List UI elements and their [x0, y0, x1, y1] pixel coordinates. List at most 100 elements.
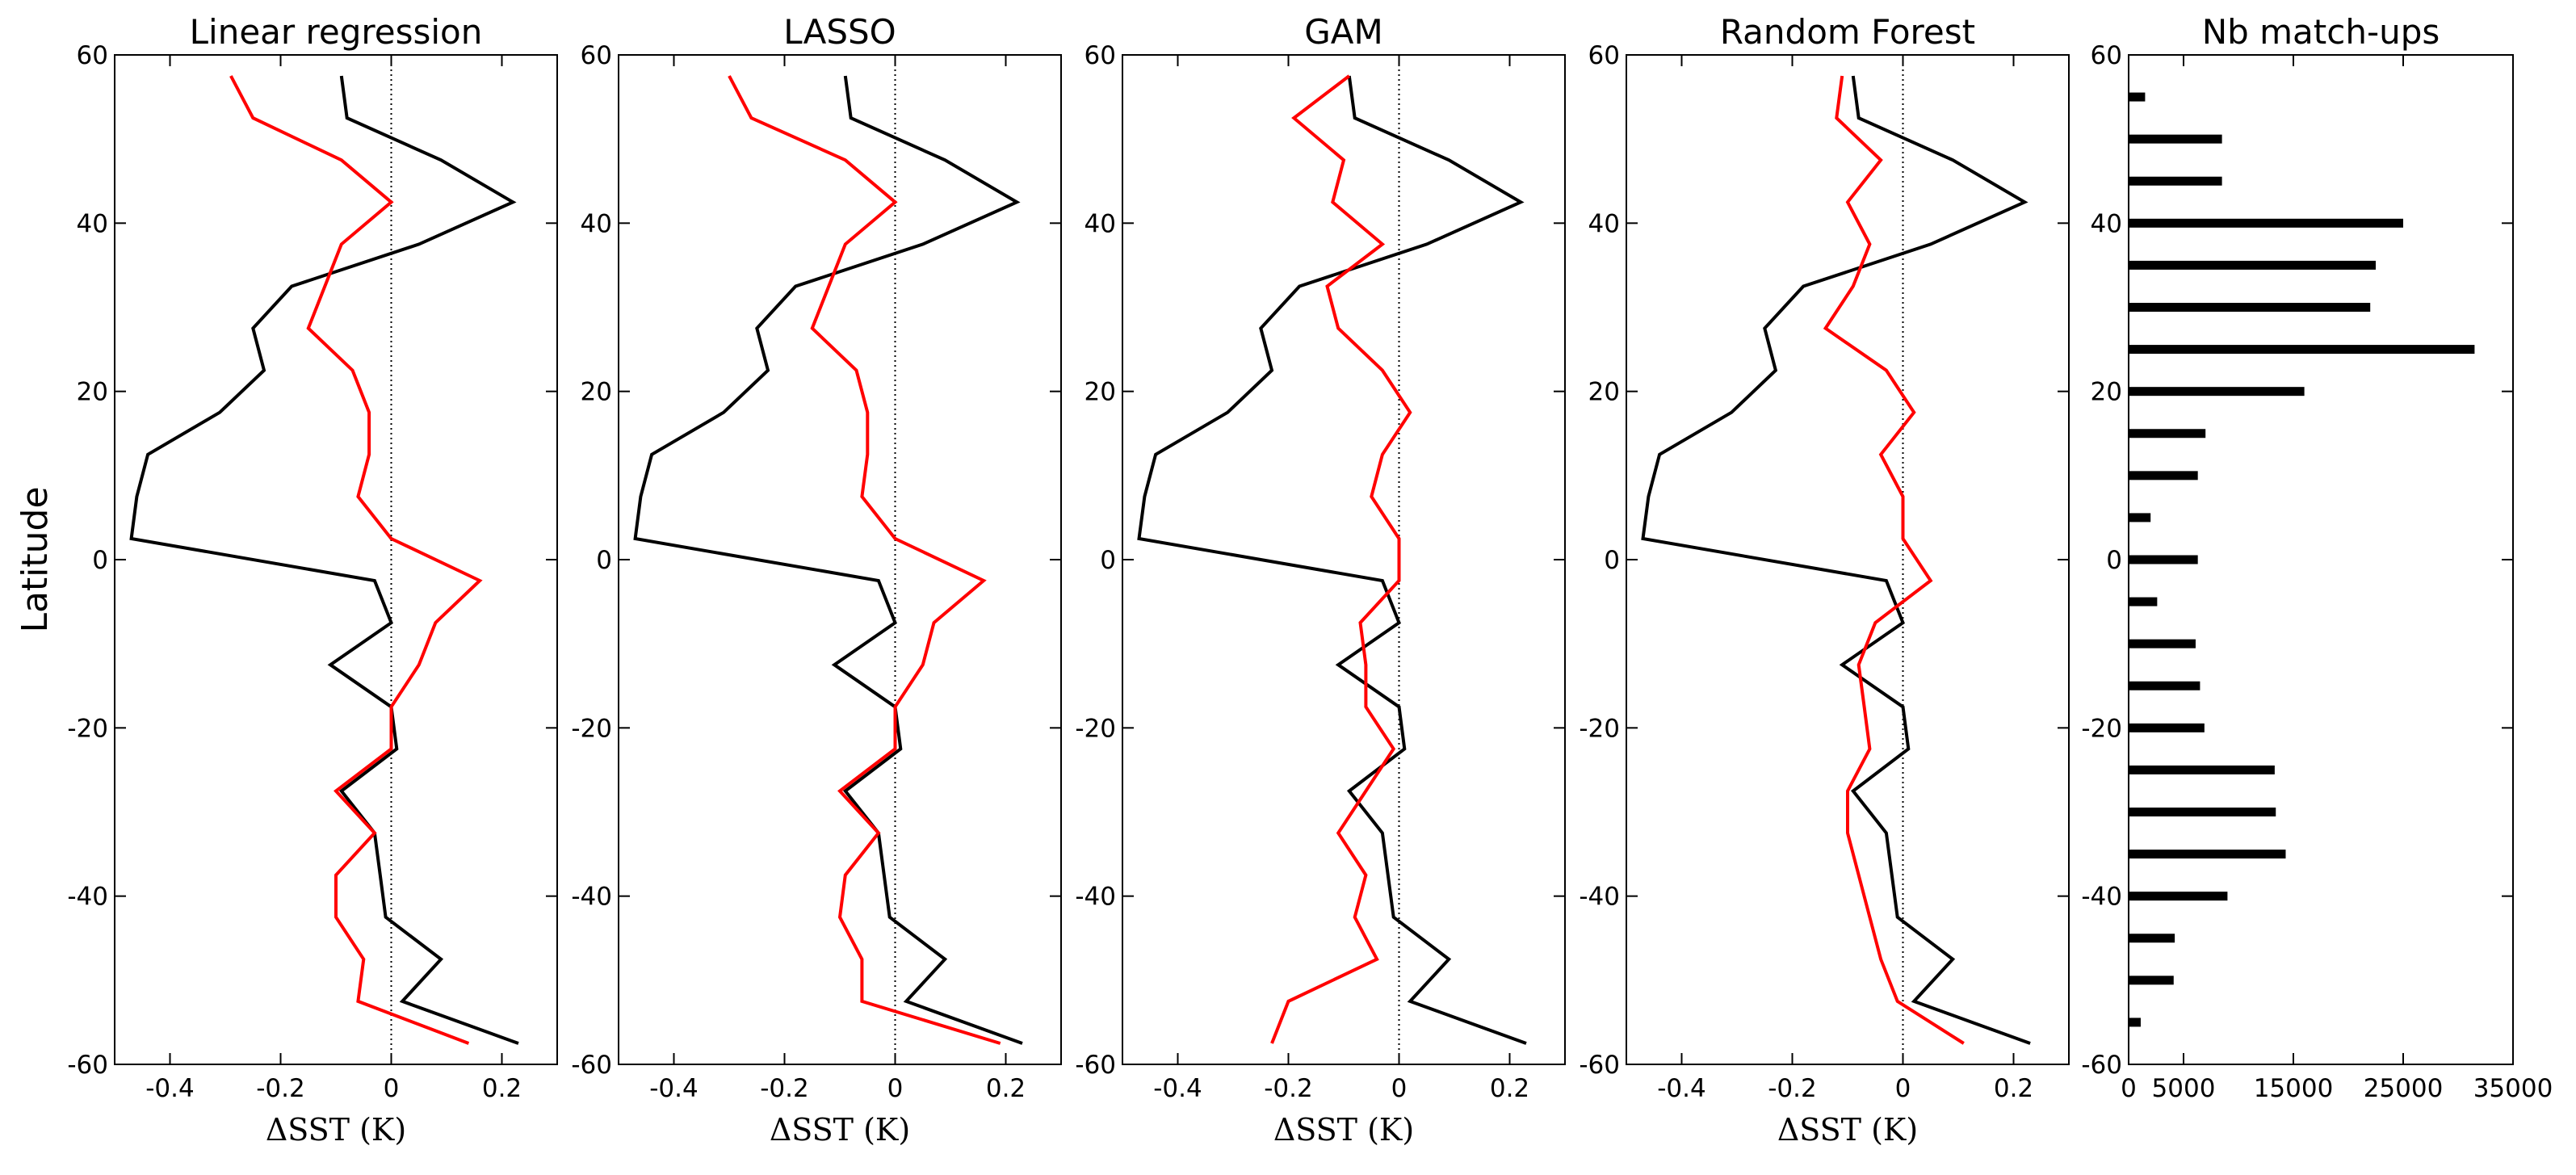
plot-frame — [1122, 54, 1566, 1065]
y-tick-label: -60 — [1075, 1051, 1116, 1080]
y-tick-label: 20 — [1085, 378, 1116, 407]
bar — [2129, 934, 2175, 943]
panel-title: LASSO — [783, 12, 896, 52]
y-tick-label: -20 — [571, 714, 612, 743]
x-tick-label: 0.2 — [1490, 1074, 1529, 1103]
x-tick-label: -0.2 — [760, 1074, 809, 1103]
panel-lasso: LASSO 60 40 20 0 -20 -40 -60 -0.4 -0.2 0 0.2 ΔSST (… — [571, 12, 1062, 1148]
series-line-black — [1641, 75, 2031, 1045]
y-tick-label: 20 — [581, 378, 612, 407]
x-tick-label: 0.2 — [1994, 1074, 2033, 1103]
y-tick-label: 60 — [77, 41, 108, 70]
y-tick-label: 20 — [77, 378, 108, 407]
y-tick-label: 60 — [581, 41, 612, 70]
x-tick-label: -0.2 — [1768, 1074, 1817, 1103]
series-line-red — [1270, 74, 1412, 1044]
bar — [2129, 92, 2146, 102]
bar — [2129, 134, 2222, 144]
bar — [2129, 765, 2275, 774]
bar — [2129, 471, 2198, 480]
bar — [2129, 218, 2403, 228]
y-tick-label: -20 — [2081, 714, 2122, 743]
bar — [2129, 976, 2174, 985]
panel-title: Linear regression — [190, 12, 483, 52]
series-line-red — [728, 75, 1001, 1045]
bar — [2129, 260, 2376, 270]
y-tick-label: 20 — [1588, 378, 1620, 407]
x-tick-label: 35000 — [2473, 1074, 2553, 1103]
panel-title: GAM — [1304, 12, 1383, 52]
x-tick-label: -0.4 — [649, 1074, 699, 1103]
bar — [2129, 1018, 2141, 1027]
x-tick-label: 15000 — [2254, 1074, 2334, 1103]
y-tick-label: 20 — [2091, 378, 2122, 407]
bar — [2129, 429, 2206, 439]
bar — [2129, 513, 2151, 522]
bar — [2129, 808, 2276, 816]
y-tick-label: -20 — [1579, 714, 1620, 743]
x-tick-label: 25000 — [2364, 1074, 2444, 1103]
x-tick-label: 0 — [384, 1074, 400, 1103]
y-tick-label: -60 — [67, 1051, 108, 1080]
panel-random-forest: Random Forest 60 40 20 0 -20 -40 -60 -0.4 -0.2 0 0… — [1579, 12, 2070, 1148]
y-tick-label: -60 — [1579, 1051, 1620, 1080]
series-line-black — [1137, 75, 1527, 1045]
x-tick-label: -0.2 — [256, 1074, 305, 1103]
x-tick-label: 0 — [887, 1074, 904, 1103]
bar — [2129, 639, 2196, 648]
y-tick-label: 0 — [2106, 546, 2122, 575]
bar — [2129, 681, 2201, 690]
plot-frame — [1626, 54, 2070, 1065]
y-tick-label: 0 — [596, 546, 612, 575]
y-tick-label: -40 — [1075, 883, 1116, 912]
plot-frame — [114, 54, 558, 1065]
y-tick-label: 60 — [1588, 41, 1620, 70]
y-tick-label: -60 — [571, 1051, 612, 1080]
y-tick-label: 40 — [1588, 209, 1620, 238]
y-tick-label: 0 — [1100, 546, 1116, 575]
x-axis-label: ΔSST (K) — [1777, 1112, 1918, 1148]
y-tick-label: 40 — [77, 209, 108, 238]
series-line-black — [633, 75, 1023, 1045]
bar — [2129, 555, 2198, 564]
x-tick-label: 0 — [2121, 1074, 2137, 1103]
x-tick-label: 0 — [1391, 1074, 1408, 1103]
bar — [2129, 723, 2205, 732]
y-tick-label: 40 — [2091, 209, 2122, 238]
y-tick-label: -40 — [2081, 883, 2122, 912]
x-axis-label: ΔSST (K) — [266, 1112, 406, 1148]
y-axis-label: Latitude — [15, 486, 56, 632]
x-tick-label: 0 — [1895, 1074, 1911, 1103]
bar — [2129, 176, 2222, 186]
y-tick-label: -40 — [67, 883, 108, 912]
y-tick-label: 0 — [92, 546, 108, 575]
x-tick-label: -0.4 — [145, 1074, 195, 1103]
y-tick-label: 0 — [1604, 546, 1620, 575]
x-tick-label: 5000 — [2152, 1074, 2216, 1103]
plot-frame — [2128, 54, 2514, 1065]
x-tick-label: -0.4 — [1153, 1074, 1202, 1103]
y-tick-label: -40 — [571, 883, 612, 912]
panel-linear-regression: Linear regression 60 40 20 0 -20 -40 -60 -0.4 -0… — [67, 12, 558, 1148]
plot-frame — [618, 54, 1062, 1065]
x-axis-label: ΔSST (K) — [770, 1112, 910, 1148]
y-tick-label: 60 — [2091, 41, 2122, 70]
y-tick-label: 40 — [1085, 209, 1116, 238]
bar — [2129, 345, 2475, 355]
y-tick-label: -40 — [1579, 883, 1620, 912]
y-tick-label: -60 — [2081, 1051, 2122, 1080]
series-line-red — [1823, 75, 1965, 1045]
y-tick-label: 40 — [581, 209, 612, 238]
bar — [2129, 892, 2228, 901]
x-tick-label: 0.2 — [482, 1074, 522, 1103]
series-line-black — [129, 75, 519, 1045]
series-line-red — [229, 75, 483, 1045]
x-axis-label: ΔSST (K) — [1273, 1112, 1414, 1148]
y-tick-label: 60 — [1085, 41, 1116, 70]
bar — [2129, 387, 2305, 397]
y-tick-label: -20 — [67, 714, 108, 743]
panel-gam: GAM 60 40 20 0 -20 -40 -60 -0.4 -0.2 0 0.2 ΔSST (K) — [1075, 12, 1566, 1148]
x-tick-label: -0.2 — [1264, 1074, 1313, 1103]
